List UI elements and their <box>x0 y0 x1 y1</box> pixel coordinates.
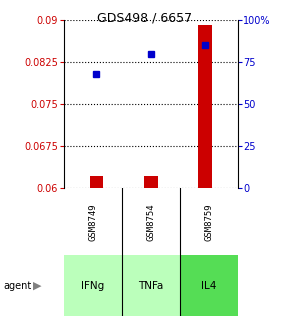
Text: IL4: IL4 <box>201 281 217 291</box>
Text: agent: agent <box>3 281 31 291</box>
Text: ▶: ▶ <box>33 281 42 291</box>
Text: IFNg: IFNg <box>81 281 104 291</box>
Text: GDS498 / 6657: GDS498 / 6657 <box>97 12 193 25</box>
Bar <box>180 255 238 316</box>
Bar <box>64 255 122 316</box>
Bar <box>198 25 212 188</box>
Text: GSM8759: GSM8759 <box>204 203 213 241</box>
Bar <box>122 255 180 316</box>
Text: TNFa: TNFa <box>138 281 164 291</box>
Bar <box>144 176 157 188</box>
Bar <box>90 176 103 188</box>
Text: GSM8754: GSM8754 <box>146 203 155 241</box>
Text: GSM8749: GSM8749 <box>88 203 97 241</box>
